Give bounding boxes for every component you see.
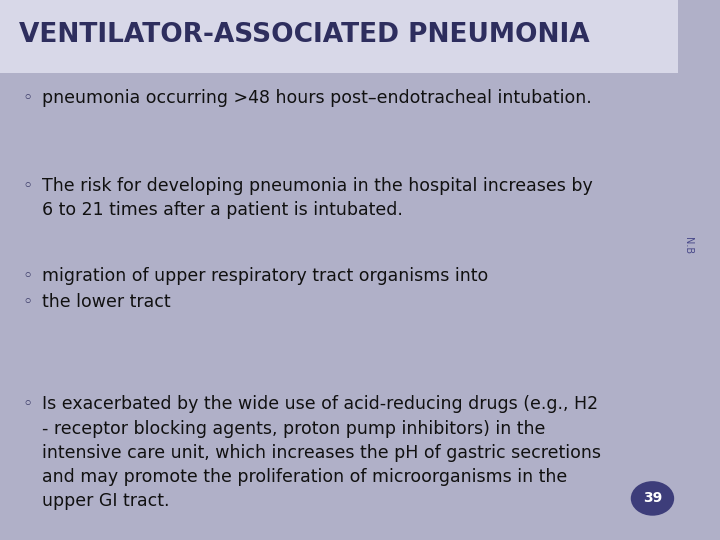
FancyBboxPatch shape [0, 0, 678, 73]
Text: N.B: N.B [683, 237, 693, 254]
Text: ◦: ◦ [22, 177, 32, 195]
Text: VENTILATOR-ASSOCIATED PNEUMONIA: VENTILATOR-ASSOCIATED PNEUMONIA [19, 22, 590, 48]
Text: 39: 39 [643, 491, 662, 505]
Text: The risk for developing pneumonia in the hospital increases by
6 to 21 times aft: The risk for developing pneumonia in the… [42, 177, 593, 219]
Text: ◦: ◦ [22, 89, 32, 106]
Text: the lower tract: the lower tract [42, 293, 171, 310]
Text: Is exacerbated by the wide use of acid-reducing drugs (e.g., H2
- receptor block: Is exacerbated by the wide use of acid-r… [42, 395, 601, 510]
Circle shape [631, 481, 674, 516]
Text: migration of upper respiratory tract organisms into: migration of upper respiratory tract org… [42, 267, 488, 285]
Text: ◦: ◦ [22, 267, 32, 285]
Text: ◦: ◦ [22, 293, 32, 310]
Text: pneumonia occurring >48 hours post–endotracheal intubation.: pneumonia occurring >48 hours post–endot… [42, 89, 592, 106]
Text: ◦: ◦ [22, 395, 32, 413]
